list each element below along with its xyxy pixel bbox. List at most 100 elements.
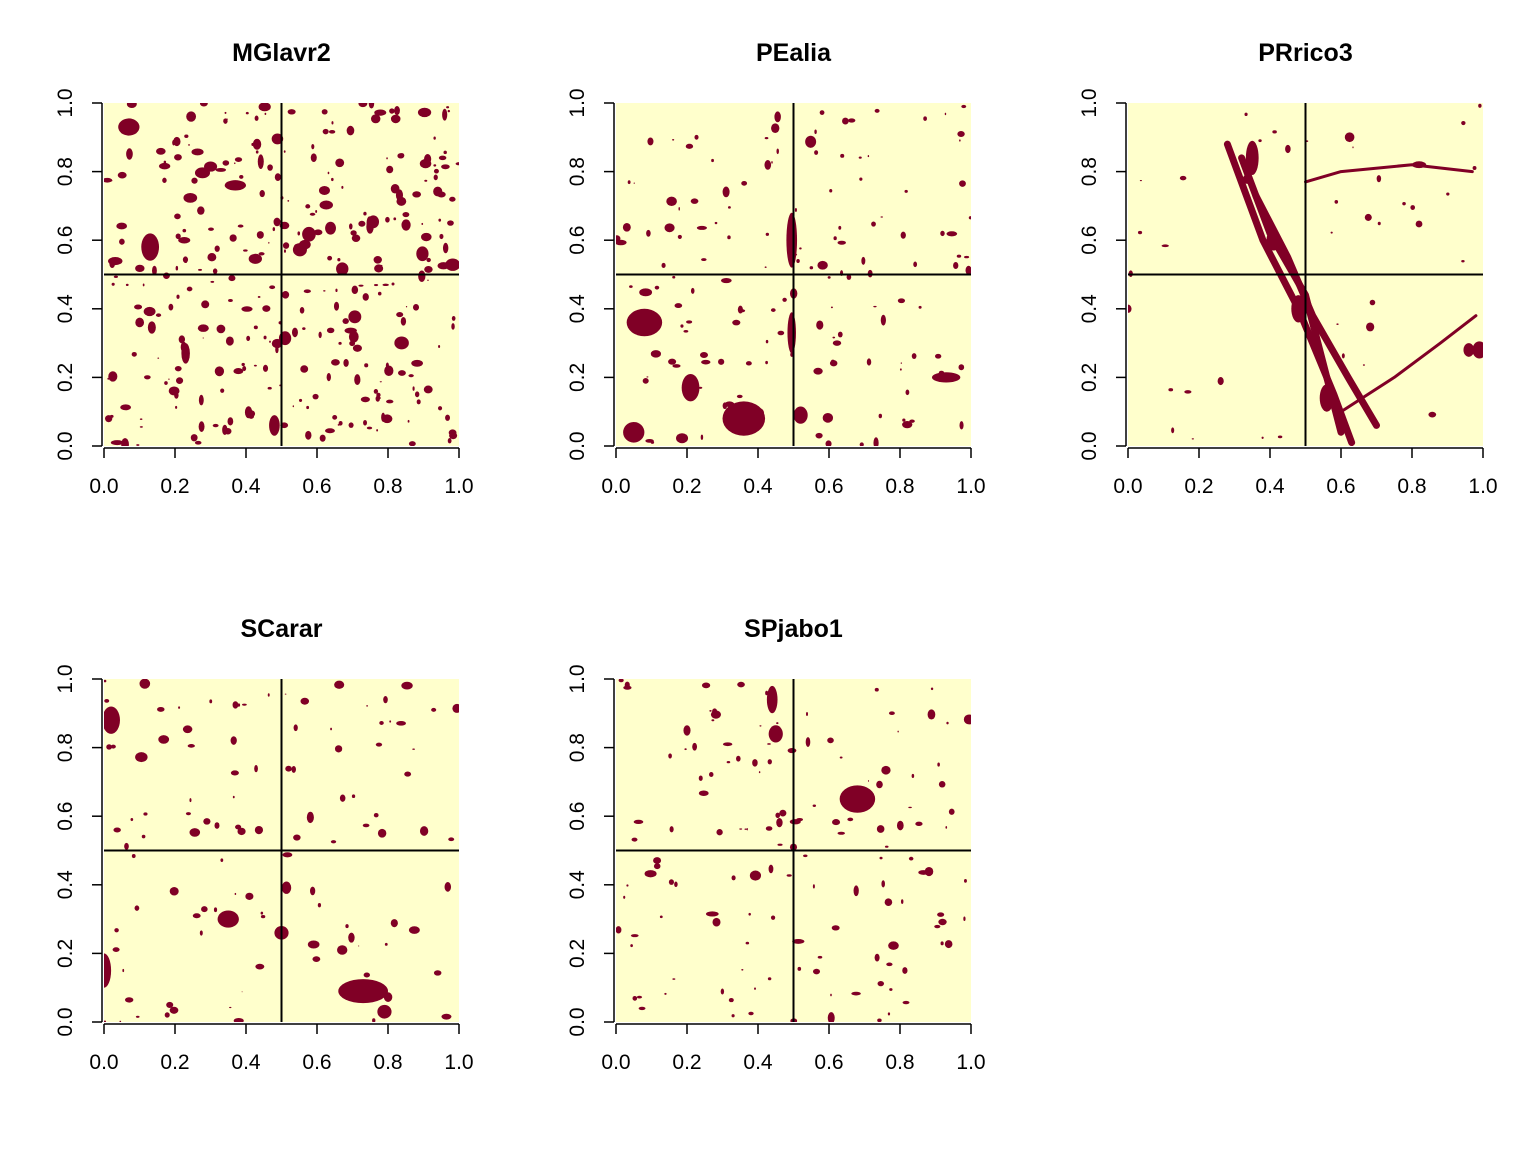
habitat-speck — [896, 820, 904, 831]
habitat-speck — [281, 881, 292, 894]
habitat-speck — [787, 747, 797, 754]
habitat-speck — [884, 898, 893, 906]
habitat-speck — [343, 358, 349, 367]
habitat-patch — [786, 212, 798, 268]
habitat-speck — [853, 885, 859, 897]
x-tick-label: 0.0 — [89, 1051, 118, 1074]
habitat-speck — [446, 106, 450, 109]
habitat-speck — [383, 696, 388, 704]
habitat-patch — [377, 1004, 392, 1019]
habitat-speck — [956, 254, 962, 258]
habitat-speck — [421, 222, 424, 226]
habitat-speck — [197, 324, 209, 332]
habitat-speck — [351, 285, 359, 295]
habitat-speck — [408, 374, 414, 378]
habitat-speck — [653, 863, 661, 870]
habitat-speck — [630, 944, 633, 948]
habitat-speck — [666, 196, 677, 207]
habitat-speck — [842, 117, 849, 125]
habitat-speck — [1352, 146, 1354, 149]
habitat-speck — [326, 373, 331, 382]
habitat-patch — [681, 373, 700, 402]
habitat-speck — [396, 311, 404, 318]
habitat-speck — [386, 165, 394, 174]
habitat-speck — [867, 154, 870, 158]
habitat-speck — [1461, 120, 1466, 126]
habitat-speck — [156, 147, 166, 155]
habitat-speck — [408, 441, 416, 446]
habitat-speck — [1341, 353, 1345, 359]
habitat-speck — [674, 303, 683, 309]
x-tick-label: 0.4 — [231, 1051, 261, 1074]
habitat-speck — [806, 712, 808, 716]
habitat-speck — [300, 365, 309, 373]
habitat-speck — [827, 1012, 835, 1022]
habitat-speck — [874, 687, 879, 692]
habitat-speck — [384, 365, 394, 377]
habitat-speck — [152, 265, 157, 276]
habitat-speck — [255, 963, 265, 970]
habitat-speck — [683, 329, 689, 333]
habitat-speck — [348, 422, 354, 428]
habitat-speck — [376, 392, 381, 398]
habitat-speck — [1179, 175, 1187, 181]
habitat-speck — [104, 679, 107, 683]
habitat-speck — [293, 243, 301, 251]
habitat-speck — [134, 905, 140, 911]
habitat-patch — [839, 785, 876, 813]
x-axis: 0.0 0.2 0.4 0.6 0.8 1.0 — [601, 1023, 986, 1074]
x-tick-label: 0.2 — [672, 475, 701, 498]
habitat-speck — [348, 310, 362, 324]
habitat-speck — [142, 283, 145, 287]
habitat-speck — [287, 109, 296, 115]
habitat-speck — [315, 210, 318, 213]
habitat-speck — [349, 340, 356, 347]
habitat-speck — [633, 819, 644, 825]
habitat-speck — [183, 192, 198, 203]
habitat-speck — [139, 418, 143, 420]
habitat-speck — [1366, 322, 1375, 332]
habitat-speck — [759, 725, 762, 727]
habitat-speck — [334, 745, 343, 753]
y-tick-label: 0.2 — [566, 363, 589, 392]
y-tick-label: 1.0 — [566, 664, 589, 693]
y-tick-label: 0.8 — [566, 157, 589, 186]
habitat-speck — [431, 707, 437, 712]
habitat-speck — [246, 335, 251, 341]
habitat-speck — [243, 249, 248, 252]
x-tick-label: 0.8 — [885, 1051, 914, 1074]
habitat-speck — [198, 421, 205, 432]
habitat-speck — [230, 736, 237, 745]
habitat-speck — [412, 191, 422, 198]
habitat-speck — [646, 229, 651, 237]
habitat-speck — [696, 225, 707, 230]
habitat-speck — [318, 185, 330, 195]
habitat-speck — [786, 874, 792, 877]
habitat-speck — [809, 266, 814, 270]
habitat-speck — [770, 915, 776, 920]
habitat-speck — [812, 968, 821, 975]
habitat-speck — [372, 1018, 376, 1022]
habitat-speck — [228, 275, 236, 282]
habitat-speck — [164, 381, 168, 385]
habitat-speck — [900, 231, 906, 239]
habitat-speck — [424, 265, 433, 273]
habitat-speck — [351, 234, 361, 243]
habitat-speck — [306, 405, 310, 410]
habitat-speck — [234, 157, 243, 162]
habitat-patch — [104, 706, 120, 734]
habitat-speck — [242, 366, 247, 372]
habitat-speck — [792, 939, 805, 944]
habitat-speck — [378, 396, 381, 400]
habitat-speck — [262, 364, 269, 372]
habitat-speck — [859, 442, 864, 446]
habitat-speck — [119, 1020, 122, 1022]
habitat-speck — [346, 125, 355, 136]
habitat-speck — [775, 812, 781, 819]
habitat-speck — [444, 882, 452, 892]
habitat-speck — [961, 104, 967, 109]
habitat-speck — [758, 771, 761, 774]
habitat-speck — [189, 798, 192, 803]
habitat-speck — [1285, 144, 1291, 154]
habitat-speck — [871, 221, 876, 227]
